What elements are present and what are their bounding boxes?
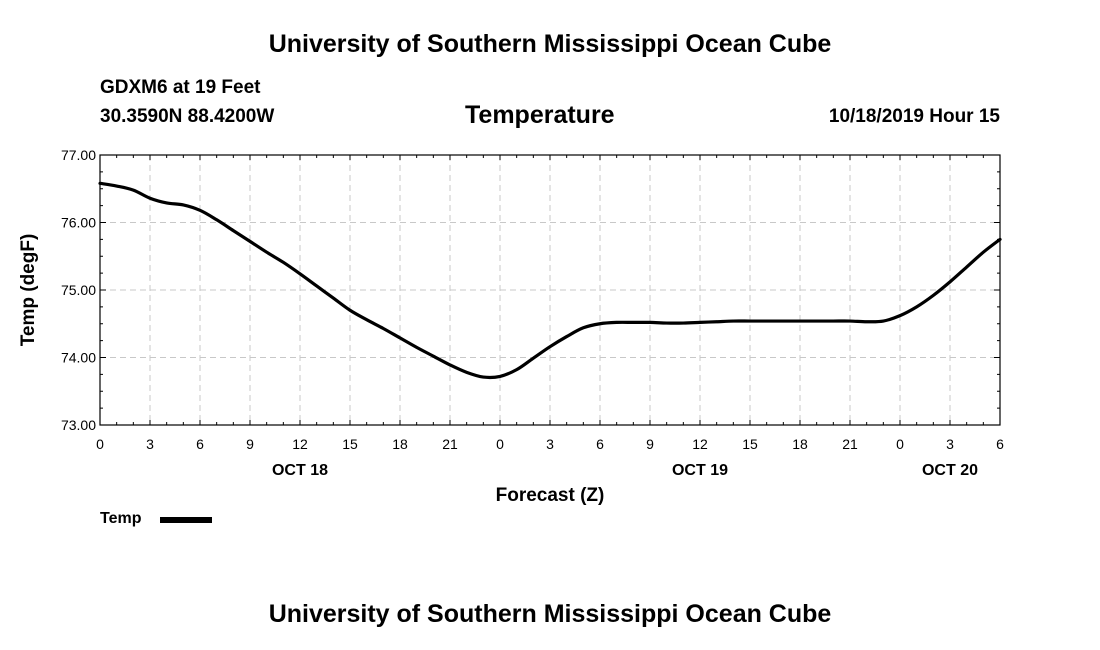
x-tick-label: 3 bbox=[946, 436, 954, 452]
x-tick-label: 3 bbox=[546, 436, 554, 452]
legend-label: Temp bbox=[100, 510, 142, 527]
x-tick-label: 15 bbox=[342, 436, 358, 452]
x-tick-label: 9 bbox=[646, 436, 654, 452]
day-label: OCT 19 bbox=[672, 462, 728, 479]
day-label: OCT 20 bbox=[922, 462, 978, 479]
x-tick-label: 0 bbox=[96, 436, 104, 452]
x-tick-label: 0 bbox=[496, 436, 504, 452]
y-tick-label: 74.00 bbox=[61, 350, 96, 366]
x-tick-label: 18 bbox=[392, 436, 408, 452]
chart-title: Temperature bbox=[465, 101, 615, 129]
y-tick-label: 77.00 bbox=[61, 147, 96, 163]
station-label: GDXM6 at 19 Feet bbox=[100, 77, 261, 98]
x-tick-label: 21 bbox=[842, 436, 858, 452]
coordinates-label: 30.3590N 88.4200W bbox=[100, 106, 275, 127]
page-title: University of Southern Mississippi Ocean… bbox=[268, 30, 832, 58]
y-axis-label: Temp (degF) bbox=[18, 234, 39, 347]
x-tick-label: 6 bbox=[596, 436, 604, 452]
x-tick-label: 18 bbox=[792, 436, 808, 452]
x-tick-label: 9 bbox=[246, 436, 254, 452]
x-tick-label: 0 bbox=[896, 436, 904, 452]
x-tick-label: 6 bbox=[196, 436, 204, 452]
x-axis-label: Forecast (Z) bbox=[496, 485, 605, 506]
day-label: OCT 18 bbox=[272, 462, 328, 479]
y-tick-label: 76.00 bbox=[61, 215, 96, 231]
footer-title: University of Southern Mississippi Ocean… bbox=[268, 600, 832, 628]
x-tick-label: 12 bbox=[292, 436, 308, 452]
x-tick-label: 3 bbox=[146, 436, 154, 452]
y-tick-label: 73.00 bbox=[61, 417, 96, 433]
legend-line-swatch bbox=[160, 517, 212, 523]
series-line-temp bbox=[98, 181, 1002, 380]
x-tick-label: 15 bbox=[742, 436, 758, 452]
x-tick-label: 6 bbox=[996, 436, 1004, 452]
forecast-datetime: 10/18/2019 Hour 15 bbox=[828, 106, 1000, 127]
x-tick-label: 21 bbox=[442, 436, 458, 452]
y-tick-label: 75.00 bbox=[61, 282, 96, 298]
x-tick-label: 12 bbox=[692, 436, 708, 452]
